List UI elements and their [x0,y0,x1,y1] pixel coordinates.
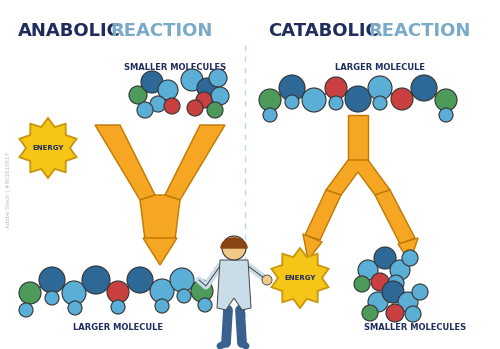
Circle shape [371,273,389,291]
Circle shape [150,96,166,112]
Circle shape [382,281,404,303]
Polygon shape [303,234,322,260]
Circle shape [158,80,178,100]
Circle shape [141,71,163,93]
Circle shape [405,306,421,322]
Circle shape [439,108,453,122]
Circle shape [386,304,404,322]
Text: CATABOLIC: CATABOLIC [268,22,379,40]
Circle shape [39,267,65,293]
Circle shape [259,89,281,111]
Text: LARGER MOLECULE: LARGER MOLECULE [335,64,425,73]
Polygon shape [398,238,418,262]
Circle shape [68,301,82,315]
Text: REACTION: REACTION [368,22,470,40]
Circle shape [388,275,404,291]
Circle shape [373,96,387,110]
Circle shape [191,280,213,302]
Circle shape [181,69,203,91]
Circle shape [302,88,326,112]
Polygon shape [348,115,368,165]
Circle shape [362,305,378,321]
Polygon shape [217,260,251,310]
Circle shape [45,291,59,305]
Circle shape [402,250,418,266]
Circle shape [368,292,388,312]
Circle shape [137,102,153,118]
Polygon shape [140,195,180,240]
Circle shape [150,279,174,303]
Circle shape [411,75,437,101]
Text: SMALLER MOLECULES: SMALLER MOLECULES [124,64,226,73]
Circle shape [435,89,457,111]
Text: LARGER MOLECULE: LARGER MOLECULE [73,324,163,333]
Polygon shape [305,190,341,240]
Circle shape [279,75,305,101]
Circle shape [127,267,153,293]
Circle shape [164,98,180,114]
Circle shape [196,92,212,108]
Circle shape [197,78,217,98]
Circle shape [111,300,125,314]
Circle shape [155,299,169,313]
Circle shape [412,284,428,300]
Text: ENERGY: ENERGY [32,145,64,151]
Polygon shape [326,160,390,195]
Circle shape [358,260,378,280]
Circle shape [198,298,212,312]
Circle shape [211,87,229,105]
Text: REACTION: REACTION [110,22,212,40]
Circle shape [325,77,347,99]
Circle shape [177,289,191,303]
Polygon shape [272,248,328,308]
Circle shape [129,86,147,104]
Circle shape [262,275,272,285]
Circle shape [263,108,277,122]
Circle shape [209,69,227,87]
Circle shape [345,86,371,112]
Circle shape [19,282,41,304]
Circle shape [207,102,223,118]
Polygon shape [20,118,76,178]
Circle shape [222,236,246,260]
Text: Adobe Stock | #901610617: Adobe Stock | #901610617 [5,152,11,228]
Polygon shape [165,125,225,200]
Circle shape [19,303,33,317]
Circle shape [398,292,418,312]
Circle shape [62,281,86,305]
Polygon shape [143,238,177,265]
Circle shape [368,76,392,100]
Circle shape [390,260,410,280]
Text: ENERGY: ENERGY [284,275,316,281]
Circle shape [285,95,299,109]
Circle shape [391,88,413,110]
Polygon shape [221,238,247,248]
Polygon shape [375,190,415,244]
Circle shape [107,281,129,303]
Polygon shape [95,125,155,200]
Circle shape [374,247,396,269]
Circle shape [329,96,343,110]
Circle shape [170,268,194,292]
Text: ANABOLIC: ANABOLIC [18,22,121,40]
Circle shape [187,100,203,116]
Text: SMALLER MOLECULES: SMALLER MOLECULES [364,324,466,333]
Circle shape [354,276,370,292]
Circle shape [82,266,110,294]
